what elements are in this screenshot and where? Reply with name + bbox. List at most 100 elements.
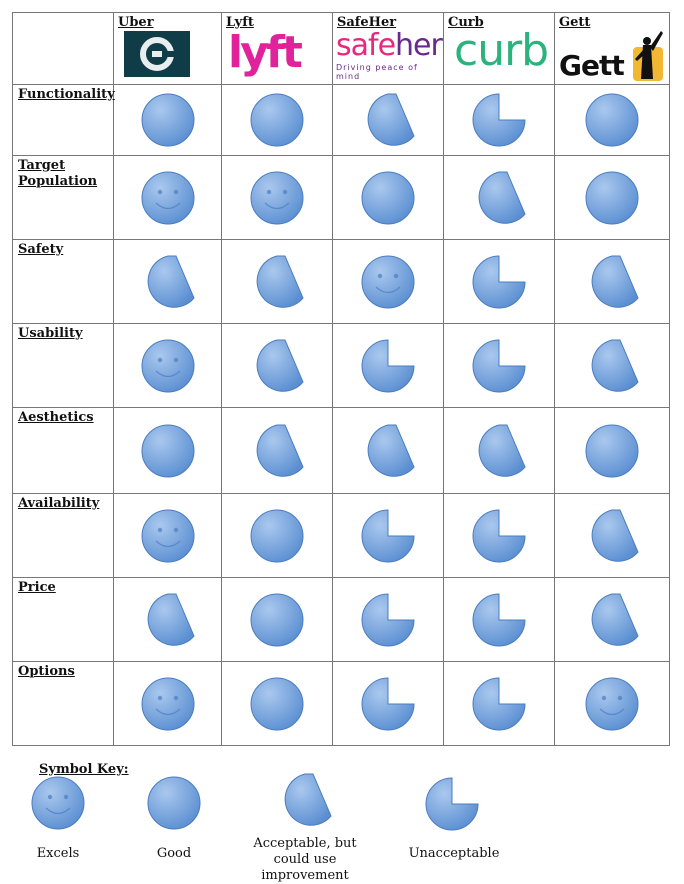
rating-cell — [113, 239, 222, 324]
acceptable-symbol-icon — [140, 592, 196, 648]
uber-logo — [124, 31, 190, 77]
rating-cell — [221, 155, 333, 240]
table-row: Price — [12, 577, 670, 662]
rating-cell — [554, 493, 670, 578]
row-label: Usability — [18, 326, 83, 341]
row-label-cell: Functionality — [12, 84, 115, 156]
acceptable-symbol-icon — [360, 423, 416, 479]
column-name: Lyft — [226, 15, 254, 30]
good-symbol-icon — [584, 170, 640, 226]
unacceptable-symbol-icon — [360, 338, 416, 394]
curb-logo: curb — [454, 25, 549, 76]
unacceptable-key-icon — [424, 776, 480, 832]
good-symbol-icon — [360, 170, 416, 226]
rating-cell — [221, 84, 333, 156]
excels-key-icon — [30, 775, 86, 831]
good-symbol-icon — [584, 92, 640, 148]
header-uber: Uber — [113, 12, 222, 85]
good-symbol-icon — [249, 508, 305, 564]
rating-cell — [443, 239, 555, 324]
unacceptable-symbol-icon — [471, 592, 527, 648]
acceptable-symbol-icon — [140, 254, 196, 310]
rating-cell — [221, 661, 333, 746]
unacceptable-symbol-icon — [471, 508, 527, 564]
row-label: Functionality — [18, 87, 115, 102]
rating-cell — [221, 407, 333, 494]
rating-cell — [113, 577, 222, 662]
acceptable-symbol-icon — [249, 338, 305, 394]
rating-cell — [221, 239, 333, 324]
rating-cell — [113, 323, 222, 408]
table-row: Aesthetics — [12, 407, 670, 494]
header-gett: Gett Gett — [554, 12, 670, 85]
rating-cell — [221, 577, 333, 662]
header-curb: Curb curb — [443, 12, 555, 85]
key-label: Acceptable, but could use improvement — [253, 836, 357, 883]
acceptable-symbol-icon — [360, 92, 416, 148]
rating-cell — [554, 577, 670, 662]
good-symbol-icon — [249, 592, 305, 648]
good-symbol-icon — [140, 92, 196, 148]
gett-logo: Gett — [559, 27, 667, 83]
row-label: Target Population — [18, 158, 98, 189]
acceptable-symbol-icon — [584, 254, 640, 310]
row-label: Price — [18, 580, 56, 595]
excels-symbol-icon — [140, 508, 196, 564]
key-label: Unacceptable — [408, 846, 500, 861]
row-label-cell: Aesthetics — [12, 407, 114, 494]
unacceptable-symbol-icon — [471, 338, 527, 394]
rating-cell — [554, 661, 670, 746]
unacceptable-symbol-icon — [471, 92, 527, 148]
rating-cell — [113, 661, 222, 746]
corner-cell — [12, 12, 114, 85]
comparison-table: Uber Lyft lyft SafeHer safeher Driving pea… — [12, 12, 670, 746]
rating-cell — [554, 84, 670, 156]
rating-cell — [332, 407, 444, 494]
column-name: Curb — [448, 15, 484, 30]
row-label-cell: Price — [12, 577, 114, 662]
excels-symbol-icon — [360, 254, 416, 310]
rating-cell — [332, 239, 444, 324]
rating-cell — [332, 155, 444, 240]
rating-cell — [113, 493, 222, 578]
table-row: Usability — [12, 323, 670, 408]
rating-cell — [554, 239, 670, 324]
row-label: Availability — [18, 496, 100, 511]
rating-cell — [554, 407, 670, 494]
rating-cell — [443, 84, 555, 156]
rating-cell — [554, 323, 670, 408]
acceptable-symbol-icon — [249, 254, 305, 310]
safeher-logo: safeher Driving peace of mind — [336, 28, 443, 82]
row-label: Aesthetics — [18, 410, 94, 425]
good-key-icon — [146, 775, 202, 831]
row-label-cell: Options — [12, 661, 114, 746]
unacceptable-symbol-icon — [360, 592, 416, 648]
column-name: Gett — [559, 15, 591, 30]
table-row: Safety — [12, 239, 670, 324]
row-label-cell: Target Population — [12, 155, 114, 240]
header-lyft: Lyft lyft — [221, 12, 333, 85]
acceptable-symbol-icon — [471, 170, 527, 226]
rating-cell — [443, 155, 555, 240]
acceptable-symbol-icon — [584, 338, 640, 394]
acceptable-symbol-icon — [471, 423, 527, 479]
excels-symbol-icon — [140, 338, 196, 394]
rating-cell — [443, 577, 555, 662]
unacceptable-symbol-icon — [360, 508, 416, 564]
key-label: Excels — [36, 846, 80, 861]
excels-symbol-icon — [140, 170, 196, 226]
good-symbol-icon — [584, 423, 640, 479]
rating-cell — [332, 493, 444, 578]
row-label: Options — [18, 664, 75, 679]
table-row: Functionality — [12, 84, 670, 156]
excels-symbol-icon — [249, 170, 305, 226]
rating-cell — [113, 407, 222, 494]
row-label: Safety — [18, 242, 64, 257]
good-symbol-icon — [140, 423, 196, 479]
acceptable-symbol-icon — [584, 592, 640, 648]
table-row: Options — [12, 661, 670, 746]
rating-cell — [113, 84, 222, 156]
rating-cell — [443, 661, 555, 746]
column-name: Uber — [118, 15, 154, 30]
table-row: Availability — [12, 493, 670, 578]
